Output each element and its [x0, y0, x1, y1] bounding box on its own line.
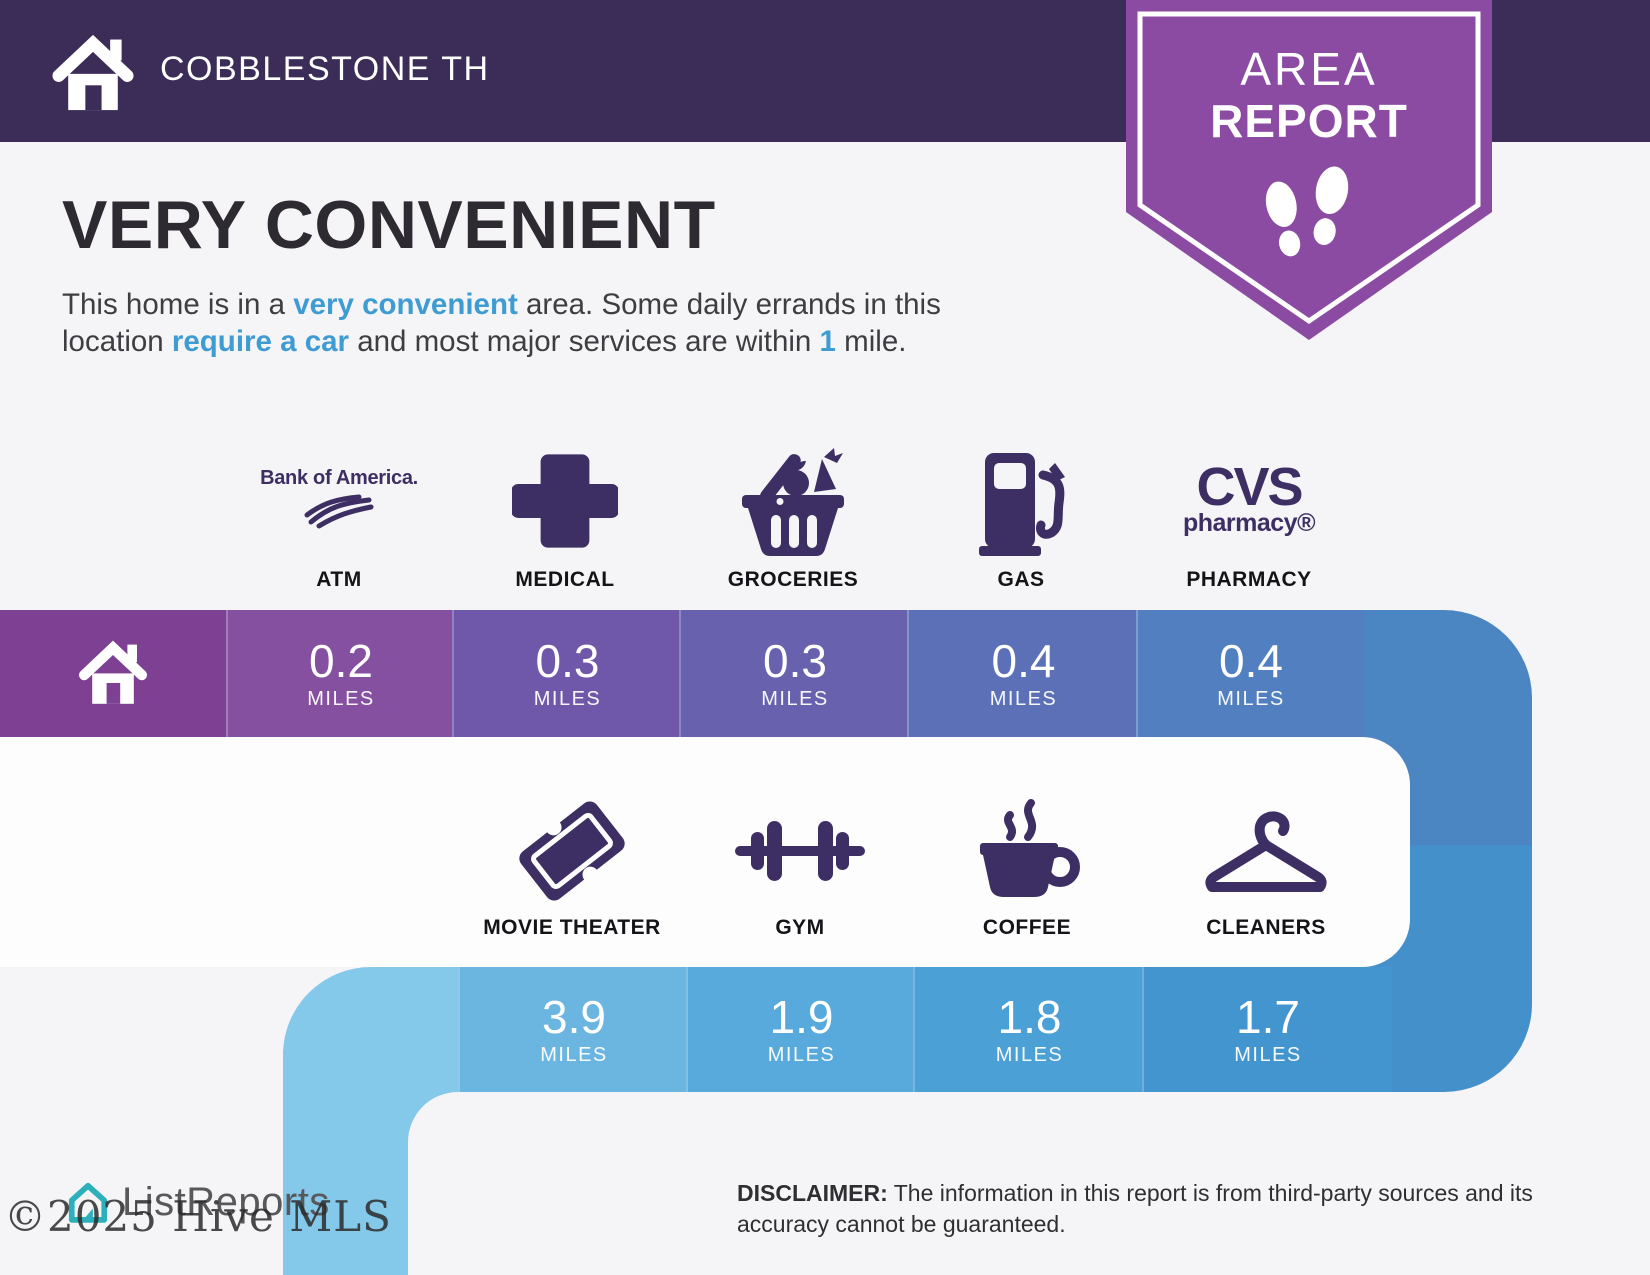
badge-title-line1: AREA — [1240, 43, 1378, 95]
disclaimer-label: DISCLAIMER: — [737, 1180, 888, 1206]
amenity-label: CLEANERS — [1206, 916, 1326, 939]
amenity-pharmacy: CVS pharmacy® PHARMACY — [1135, 440, 1363, 592]
description-line-1: This home is in a very convenient area. … — [62, 288, 941, 321]
amenity-label: MEDICAL — [515, 568, 615, 591]
amenity-atm: Bank of America. ATM — [225, 440, 453, 592]
distance-cell-coffee: 1.8 MILES — [913, 967, 1144, 1092]
page-title: VERY CONVENIENT — [62, 187, 716, 263]
amenity-label: GAS — [997, 568, 1045, 591]
distance-cell-groceries: 0.3 MILES — [679, 610, 909, 737]
listreports-house-icon — [68, 1182, 108, 1223]
footprints-icon — [1259, 162, 1359, 277]
amenity-label: PHARMACY — [1186, 568, 1312, 591]
property-title: COBBLESTONE TH — [160, 50, 490, 88]
cvs-pharmacy-logo: CVS pharmacy® — [1182, 456, 1316, 537]
band-home-segment — [0, 610, 226, 737]
gas-pump-icon — [907, 440, 1135, 562]
bank-of-america-logo: Bank of America. — [225, 440, 453, 562]
distance-cell-gym: 1.9 MILES — [686, 967, 915, 1092]
amenity-label: GYM — [775, 916, 825, 939]
band-left-corner — [283, 967, 458, 1092]
amenity-label: GROCERIES — [727, 568, 859, 591]
listreports-logo: ListReports — [62, 1176, 330, 1228]
distance-cell-atm: 0.2 MILES — [226, 610, 454, 737]
grocery-basket-icon — [679, 440, 907, 562]
amenity-label: ATM — [316, 568, 362, 591]
amenity-label: MOVIE THEATER — [483, 916, 661, 939]
distance-cell-medical: 0.3 MILES — [452, 610, 681, 737]
coffee-cup-icon — [913, 792, 1141, 910]
distance-cell-gas: 0.4 MILES — [907, 610, 1138, 737]
inner-white-panel — [0, 737, 1410, 967]
distance-cell-pharmacy: 0.4 MILES — [1136, 610, 1364, 737]
area-report-badge: AREA REPORT — [1126, 0, 1492, 340]
hanger-icon — [1152, 792, 1380, 910]
dumbbell-icon — [686, 792, 914, 910]
amenity-groceries: GROCERIES — [679, 440, 907, 592]
amenity-label: COFFEE — [982, 916, 1072, 939]
disclaimer: DISCLAIMER: The information in this repo… — [737, 1180, 1533, 1237]
amenity-gas: GAS — [907, 440, 1135, 592]
description-line-2: location require a car and most major se… — [62, 325, 907, 358]
distance-cell-cleaners: 1.7 MILES — [1142, 967, 1392, 1092]
listreports-logo-text: ListReports — [122, 1179, 330, 1224]
amenity-medical: MEDICAL — [451, 440, 679, 592]
amenity-cleaners: CLEANERS — [1152, 792, 1380, 940]
amenity-coffee: COFFEE — [913, 792, 1141, 940]
amenity-movie-theater: MOVIE THEATER — [458, 792, 686, 940]
watermark: ©2025 Hive MLS — [4, 1192, 392, 1241]
amenity-gym: GYM — [686, 792, 914, 940]
bofa-flag-icon — [304, 494, 374, 529]
home-icon — [77, 635, 149, 712]
page-description: This home is in a very convenient area. … — [62, 286, 941, 360]
badge-title-line2: REPORT — [1210, 95, 1408, 147]
movie-ticket-icon — [458, 792, 686, 910]
bottom-panel — [408, 1092, 1650, 1275]
medical-cross-icon — [451, 440, 679, 562]
home-icon — [52, 28, 134, 119]
distance-cell-movie-theater: 3.9 MILES — [458, 967, 688, 1092]
